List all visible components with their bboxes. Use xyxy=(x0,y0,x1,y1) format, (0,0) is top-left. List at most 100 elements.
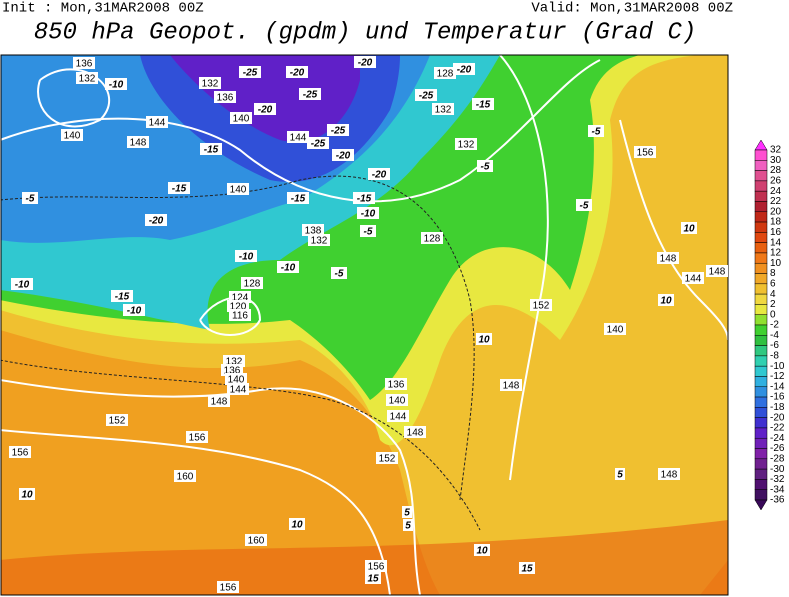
contour-label-box xyxy=(241,277,263,289)
geopotential-label: 132 xyxy=(226,357,243,368)
colorbar-tick-label: -30 xyxy=(770,464,785,475)
temperature-label: 10 xyxy=(660,296,672,307)
temperature-label: 5 xyxy=(405,521,411,532)
colorbar-band xyxy=(754,437,768,449)
geopotential-label: 116 xyxy=(232,311,248,322)
temperature-label: -15 xyxy=(291,194,306,205)
temperature-label: 10 xyxy=(683,224,695,235)
colorbar-tick-label: -34 xyxy=(770,484,785,495)
contour-label-box xyxy=(214,91,236,103)
contour-label-box xyxy=(73,57,95,69)
contour-label-box xyxy=(353,192,375,204)
contour-label-box xyxy=(576,199,592,211)
colorbar-arrow xyxy=(754,139,768,151)
colorbar-band xyxy=(754,427,768,439)
colorbar-band xyxy=(754,396,768,408)
contour-label-box xyxy=(230,112,252,124)
colorbar-tick-label: 32 xyxy=(770,145,782,156)
colorbar-tick-label: -22 xyxy=(770,423,785,434)
geopotential-label: 128 xyxy=(437,69,454,80)
geopotential-label: 136 xyxy=(76,59,93,70)
temperature-label: 5 xyxy=(404,508,410,519)
contour-label-box xyxy=(476,333,492,345)
contour-label-box xyxy=(302,224,324,236)
temperature-label: -10 xyxy=(281,263,296,274)
colorbar-band xyxy=(754,324,768,336)
colorbar-band xyxy=(754,386,768,398)
geopotential-label: 138 xyxy=(305,226,322,237)
geopotential-label: 148 xyxy=(503,381,520,392)
contour-label-box xyxy=(307,137,329,149)
contour-label-box xyxy=(376,452,398,464)
geopotential-label: 148 xyxy=(661,470,678,481)
contour-label-box xyxy=(277,261,299,273)
contour-label-box xyxy=(245,534,267,546)
temperature-label: 5 xyxy=(617,470,623,481)
colorbar-band xyxy=(754,170,768,182)
geopotential-label: 148 xyxy=(660,254,677,265)
colorbar-band xyxy=(754,201,768,213)
colorbar-tick-label: -36 xyxy=(770,495,785,506)
contour-label-box xyxy=(432,103,454,115)
contour-label-box xyxy=(472,98,494,110)
contour-label-box xyxy=(19,488,35,500)
colorbar-tick-label: 6 xyxy=(770,278,776,289)
geopotential-label: 132 xyxy=(435,105,452,116)
colorbar-band xyxy=(754,365,768,377)
contour-label-box xyxy=(123,304,145,316)
colorbar-band xyxy=(754,180,768,192)
contour-label-box xyxy=(105,78,127,90)
colorbar-tick-label: 20 xyxy=(770,206,782,217)
geopotential-label: 136 xyxy=(388,380,405,391)
colorbar-tick-label: -6 xyxy=(770,340,779,351)
map-frame xyxy=(0,54,729,596)
temperature-label: -10 xyxy=(109,80,124,91)
contour-label-box xyxy=(615,468,625,480)
geopotential-label: 140 xyxy=(64,131,81,142)
colorbar-band xyxy=(754,314,768,326)
geopotential-label: 160 xyxy=(177,472,194,483)
contour-label-box xyxy=(106,414,128,426)
contour-label-box xyxy=(332,149,354,161)
contour-label-box xyxy=(477,160,493,172)
colorbar-tick-label: 28 xyxy=(770,165,782,176)
contour-label-box xyxy=(9,446,31,458)
contour-label-box xyxy=(530,299,552,311)
contour-label-box xyxy=(227,183,249,195)
temperature-label: -20 xyxy=(336,151,351,162)
contour-label-box xyxy=(174,470,196,482)
contour-label-box xyxy=(360,225,376,237)
contour-label-box xyxy=(145,214,167,226)
temperature-label: 15 xyxy=(367,574,379,585)
colorbar-band xyxy=(754,252,768,264)
contour-label-box xyxy=(588,125,604,137)
contour-label-box xyxy=(22,192,38,204)
temperature-label: -5 xyxy=(335,269,344,280)
colorbar-band xyxy=(754,407,768,418)
colorbar-band xyxy=(754,242,768,254)
temperature-label: -20 xyxy=(457,65,472,76)
colorbar-band xyxy=(754,262,768,274)
geopotential-label: 132 xyxy=(311,236,328,247)
contour-label-box xyxy=(225,373,247,385)
colorbar-band xyxy=(754,304,768,315)
contour-label-box xyxy=(386,394,408,406)
contour-label-box xyxy=(404,426,426,438)
geopotential-label: 144 xyxy=(685,274,702,285)
colorbar-band xyxy=(754,376,768,388)
colorbar-band xyxy=(754,190,768,202)
contour-label-box xyxy=(111,290,133,302)
contour-label-box xyxy=(455,138,477,150)
colorbar-tick-label: -8 xyxy=(770,351,779,362)
temperature-label: -5 xyxy=(481,162,490,173)
temperature-label: -20 xyxy=(258,105,273,116)
geopotential-label: 156 xyxy=(189,433,206,444)
colorbar-tick-label: 18 xyxy=(770,217,782,228)
temperature-label: -5 xyxy=(592,127,601,138)
contour-label-box xyxy=(421,232,443,244)
temperature-label: 10 xyxy=(21,490,33,501)
colorbar-band xyxy=(754,335,768,346)
temperature-label: -10 xyxy=(15,280,30,291)
temperature-label: -5 xyxy=(26,194,35,205)
contour-label-box xyxy=(453,63,475,75)
